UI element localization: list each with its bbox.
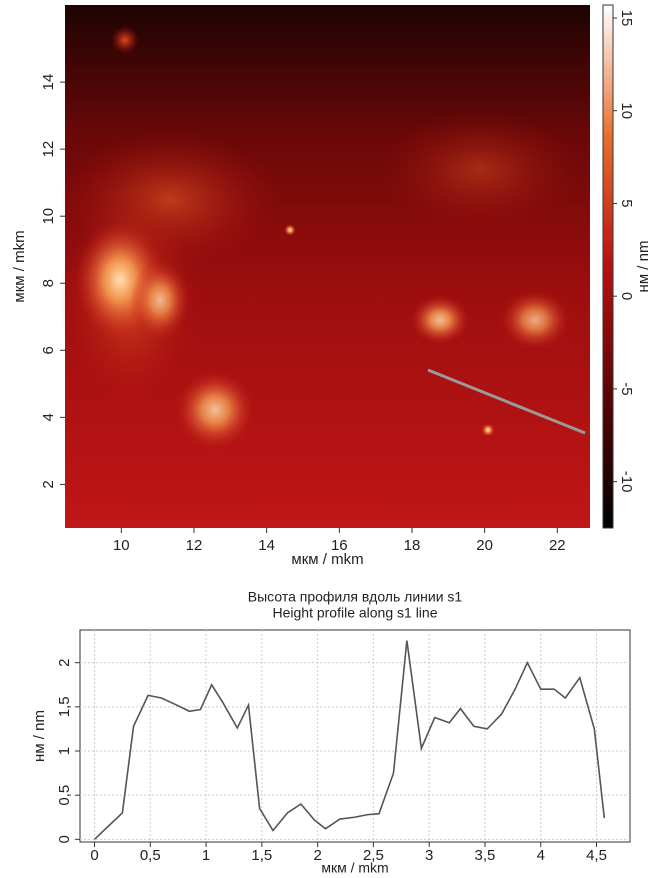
x-tick-label: 2,5 (363, 847, 384, 864)
x-tick-label: 4,5 (586, 847, 607, 864)
colorbar-tick-label: 15 (618, 10, 635, 27)
y-tick-label: 1 (56, 747, 73, 755)
x-tick-label: 1 (202, 847, 210, 864)
x-tick-label: 14 (258, 537, 275, 554)
chart-title: Высота профиля вдоль линии s1 (248, 589, 463, 605)
plot-frame (79, 629, 631, 843)
y-tick-label: 2 (40, 480, 57, 488)
y-axis-label: нм / nm (31, 710, 48, 762)
colorbar-tick-label: -10 (618, 471, 635, 493)
x-axis-label: мкм / mkm (291, 551, 363, 568)
y-tick-label: 12 (40, 141, 57, 158)
x-tick-label: 0,5 (140, 847, 161, 864)
x-tick-label: 1,5 (251, 847, 272, 864)
x-tick-label: 4 (537, 847, 545, 864)
profile-line (93, 640, 606, 840)
x-tick-label: 16 (331, 537, 348, 554)
y-tick-label: 14 (40, 74, 57, 91)
x-tick-label: 20 (476, 537, 493, 554)
x-tick-label: 3 (425, 847, 433, 864)
x-tick-label: 18 (404, 537, 421, 554)
y-tick-label: 0 (56, 835, 73, 843)
y-tick-label: 2 (56, 659, 73, 667)
y-tick-label: 0,5 (56, 785, 73, 806)
colorbar-tick-label: -5 (618, 382, 635, 395)
y-axis-label: мкм / mkm (11, 230, 28, 302)
x-tick-label: 0 (90, 847, 98, 864)
x-tick-label: 3,5 (475, 847, 496, 864)
x-tick-label: 22 (549, 537, 566, 554)
y-tick-label: 1,5 (56, 696, 73, 717)
x-tick-label: 12 (186, 537, 203, 554)
y-tick-label: 6 (40, 346, 57, 354)
y-tick-label: 8 (40, 279, 57, 287)
x-tick-label: 10 (113, 537, 130, 554)
x-axis-label: мкм / mkm (321, 860, 388, 876)
y-tick-label: 10 (40, 208, 57, 225)
colorbar-tick-label: 10 (618, 102, 635, 119)
chart-subtitle: Height profile along s1 line (273, 605, 438, 621)
colorbar-tick-label: 5 (618, 199, 635, 207)
x-tick-label: 2 (313, 847, 321, 864)
colorbar-tick-label: 0 (618, 292, 635, 300)
heatmap-image (60, 5, 590, 528)
colorbar-label: нм / nm (635, 241, 652, 293)
y-tick-label: 4 (40, 413, 57, 421)
colorbar (602, 4, 614, 529)
